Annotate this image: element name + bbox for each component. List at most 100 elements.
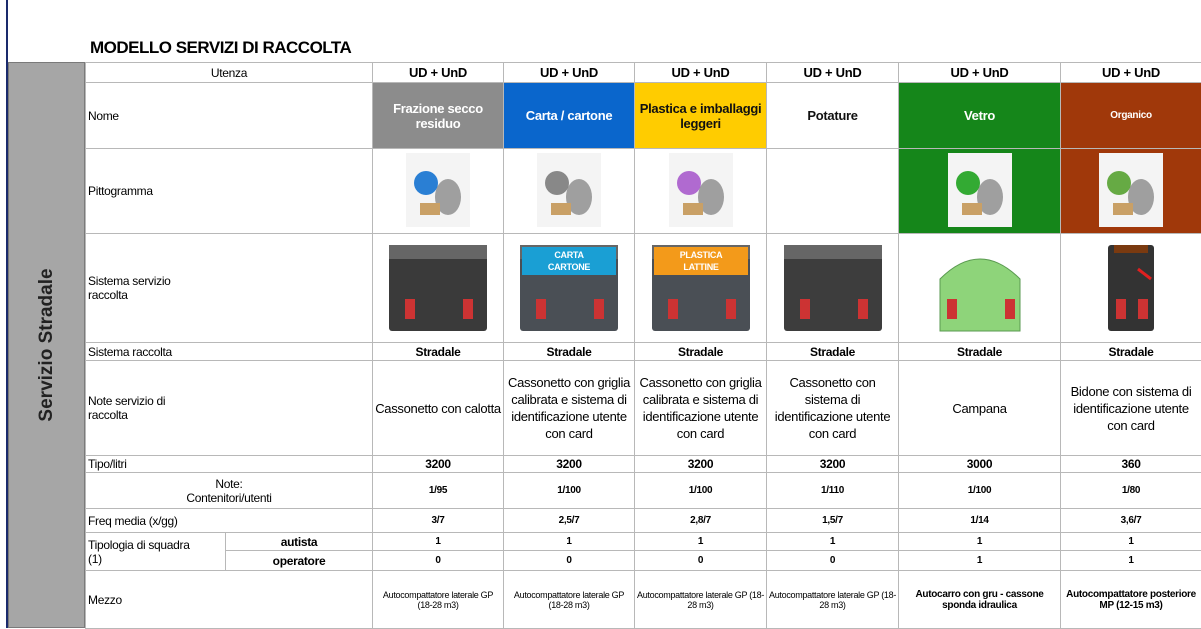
cell-operatore: 0 — [373, 551, 504, 571]
side-band: Servizio Stradale — [8, 62, 85, 628]
row-label-text: Note servizio di raccolta — [88, 394, 203, 422]
cell-sistema-raccolta: Stradale — [635, 343, 767, 361]
sheet-title: MODELLO SERVIZI DI RACCOLTA — [90, 38, 351, 58]
row-label: operatore — [226, 551, 373, 571]
pictogram — [948, 153, 1012, 227]
cell-utenza: UD + UnD — [504, 63, 635, 83]
bin-photo — [925, 239, 1035, 335]
cell-autista: 1 — [899, 533, 1061, 551]
cell-freq: 2,8/7 — [635, 509, 767, 533]
cell-sistema-raccolta: Stradale — [899, 343, 1061, 361]
cell-autista: 1 — [767, 533, 899, 551]
row-sistema-servizio: Sistema servizio raccolta CARTA CARTONE PL… — [86, 234, 1201, 343]
cell-sistema-raccolta: Stradale — [373, 343, 504, 361]
cell-bin-photo — [899, 234, 1061, 343]
row-label: Tipologia di squadra (1) — [86, 533, 226, 571]
cell-utenza: UD + UnD — [767, 63, 899, 83]
cell-tipo-litri: 3200 — [504, 456, 635, 473]
cell-sistema-raccolta: Stradale — [767, 343, 899, 361]
cell-contenitori-utenti: 1/95 — [373, 473, 504, 509]
cell-pictogram — [1061, 149, 1201, 234]
cell-freq: 2,5/7 — [504, 509, 635, 533]
cell-nome: Plastica e imballaggi leggeri — [635, 83, 767, 149]
cell-pictogram — [504, 149, 635, 234]
cell-contenitori-utenti: 1/100 — [635, 473, 767, 509]
cell-bin-photo — [373, 234, 504, 343]
cell-tipo-litri: 3000 — [899, 456, 1061, 473]
bin-photo: CARTA CARTONE — [514, 239, 624, 335]
cell-note: Cassonetto con griglia calibrata e siste… — [504, 361, 635, 456]
cell-nome: Potature — [767, 83, 899, 149]
cell-operatore: 1 — [1061, 551, 1201, 571]
cell-pictogram — [767, 149, 899, 234]
row-label: autista — [226, 533, 373, 551]
cell-operatore: 1 — [899, 551, 1061, 571]
cell-contenitori-utenti: 1/80 — [1061, 473, 1201, 509]
cell-utenza: UD + UnD — [635, 63, 767, 83]
cell-bin-photo — [767, 234, 899, 343]
cell-note: Campana — [899, 361, 1061, 456]
cell-autista: 1 — [373, 533, 504, 551]
pictogram — [406, 153, 470, 227]
row-label-text: Tipo/litri — [88, 457, 127, 471]
cell-autista: 1 — [1061, 533, 1201, 551]
cell-bin-photo: CARTA CARTONE — [504, 234, 635, 343]
cell-freq: 1,5/7 — [767, 509, 899, 533]
row-label: Pittogramma — [86, 149, 373, 234]
row-label-text: Nome — [88, 109, 119, 123]
bin-photo — [778, 239, 888, 335]
cell-bin-photo — [1061, 234, 1201, 343]
pictogram — [669, 153, 733, 227]
cell-freq: 3/7 — [373, 509, 504, 533]
pictogram — [537, 153, 601, 227]
row-label-text: Sistema servizio raccolta — [88, 274, 203, 302]
row-label: Sistema servizio raccolta — [86, 234, 373, 343]
cell-tipo-litri: 3200 — [767, 456, 899, 473]
cell-mezzo: Autocompattatore posteriore MP (12-15 m3… — [1061, 571, 1201, 629]
cell-mezzo: Autocompattatore laterale GP (18-28 m3) — [767, 571, 899, 629]
row-label: Sistema raccolta — [86, 343, 373, 361]
cell-sistema-raccolta: Stradale — [504, 343, 635, 361]
cell-mezzo: Autocompattatore laterale GP (18-28 m3) — [373, 571, 504, 629]
cell-nome: Carta / cartone — [504, 83, 635, 149]
row-label-text: Pittogramma — [88, 184, 153, 198]
row-label: Freq media (x/gg) — [86, 509, 373, 533]
cell-operatore: 0 — [504, 551, 635, 571]
cell-note: Cassonetto con calotta — [373, 361, 504, 456]
cell-note: Cassonetto con sistema di identificazion… — [767, 361, 899, 456]
cell-operatore: 0 — [767, 551, 899, 571]
cell-tipo-litri: 360 — [1061, 456, 1201, 473]
cell-pictogram — [635, 149, 767, 234]
row-label-text: Note: — [88, 477, 370, 491]
cell-tipo-litri: 3200 — [635, 456, 767, 473]
row-label: Nome — [86, 83, 373, 149]
cell-freq: 1/14 — [899, 509, 1061, 533]
bin-label: CARTA CARTONE — [539, 247, 599, 273]
cell-autista: 1 — [635, 533, 767, 551]
row-label: Tipo/litri — [86, 456, 373, 473]
cell-contenitori-utenti: 1/100 — [504, 473, 635, 509]
cell-pictogram — [373, 149, 504, 234]
cell-sistema-raccolta: Stradale — [1061, 343, 1201, 361]
cell-mezzo: Autocarro con gru - cassone sponda idrau… — [899, 571, 1061, 629]
cell-nome: Frazione secco residuo — [373, 83, 504, 149]
bin-photo — [383, 239, 493, 335]
cell-bin-photo: PLASTICA LATTINE — [635, 234, 767, 343]
row-pittogramma: Pittogramma — [86, 149, 1201, 234]
cell-autista: 1 — [504, 533, 635, 551]
bin-photo — [1076, 239, 1186, 335]
row-label-text: Mezzo — [88, 593, 122, 607]
pictogram — [1099, 153, 1163, 227]
row-note: Note servizio di raccolta Cassonetto con … — [86, 361, 1201, 456]
side-label: Servizio Stradale — [36, 268, 58, 421]
row-label-text: Tipologia di squadra (1) — [88, 538, 203, 566]
cell-utenza: UD + UnD — [899, 63, 1061, 83]
